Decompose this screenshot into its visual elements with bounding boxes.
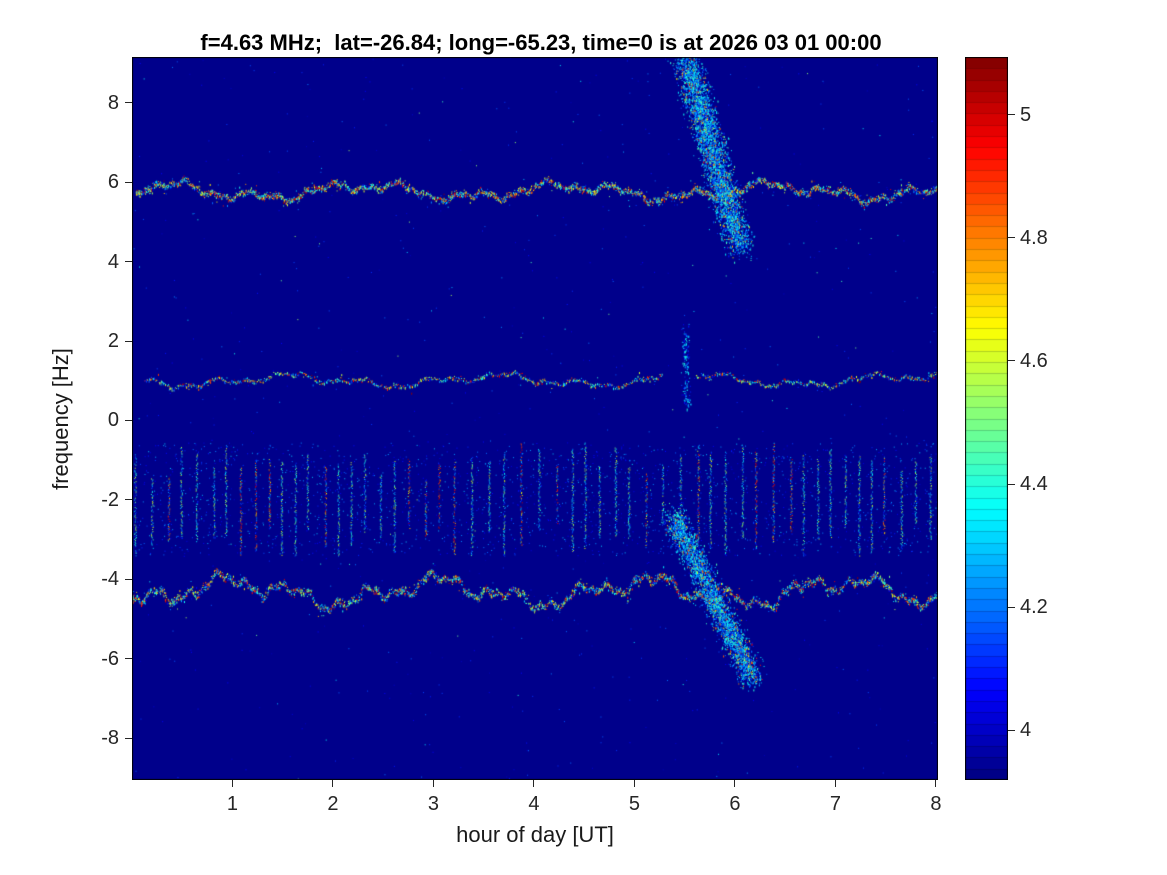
x-tick-mark bbox=[935, 780, 937, 787]
y-tick-label: -4 bbox=[101, 568, 119, 591]
colorbar-tick-mark bbox=[1008, 606, 1015, 608]
y-tick-label: 6 bbox=[107, 171, 119, 194]
chart-title: f=4.63 MHz; lat=-26.84; long=-65.23, tim… bbox=[200, 30, 882, 55]
x-axis-label: hour of day [UT] bbox=[456, 822, 614, 847]
y-tick-mark bbox=[125, 261, 132, 263]
x-tick-label: 6 bbox=[729, 793, 741, 815]
colorbar-tick-mark bbox=[1008, 114, 1015, 116]
x-tick-mark bbox=[432, 780, 434, 787]
colorbar-tick-mark bbox=[1008, 729, 1015, 731]
x-tick-mark bbox=[834, 780, 836, 787]
x-tick-mark bbox=[533, 780, 535, 787]
colorbar-tick-mark bbox=[1008, 483, 1015, 485]
colorbar-canvas bbox=[965, 57, 1008, 780]
x-tick-mark bbox=[231, 780, 233, 787]
y-tick-label: -8 bbox=[101, 727, 119, 750]
y-tick-label: 8 bbox=[107, 91, 119, 114]
colorbar-tick-label: 4.8 bbox=[1020, 226, 1048, 249]
x-tick-label: 2 bbox=[327, 793, 339, 815]
colorbar-tick-mark bbox=[1008, 237, 1015, 239]
y-tick-mark bbox=[125, 102, 132, 104]
x-tick-label: 8 bbox=[930, 793, 942, 815]
y-tick-label: -6 bbox=[101, 647, 119, 670]
y-tick-mark bbox=[125, 578, 132, 580]
y-tick-mark bbox=[125, 499, 132, 501]
colorbar-tick-mark bbox=[1008, 360, 1015, 362]
x-tick-mark bbox=[332, 780, 334, 787]
x-tick-mark bbox=[633, 780, 635, 787]
y-tick-label: 4 bbox=[107, 250, 119, 273]
colorbar-tick-label: 4.4 bbox=[1020, 473, 1048, 496]
y-tick-label: 2 bbox=[107, 330, 119, 353]
colorbar-tick-label: 4.6 bbox=[1020, 349, 1048, 372]
x-tick-label: 7 bbox=[829, 793, 842, 815]
x-tick-label: 1 bbox=[226, 793, 239, 815]
y-tick-mark bbox=[125, 181, 132, 183]
x-tick-label: 3 bbox=[427, 793, 440, 815]
colorbar-tick-label: 5 bbox=[1020, 103, 1032, 126]
y-tick-label: 0 bbox=[107, 409, 119, 432]
x-tick-label: 5 bbox=[628, 793, 641, 815]
colorbar-tick-label: 4.2 bbox=[1020, 596, 1048, 619]
y-tick-mark bbox=[125, 340, 132, 342]
y-tick-mark bbox=[125, 737, 132, 739]
plot-canvas bbox=[132, 57, 938, 780]
y-tick-mark bbox=[125, 658, 132, 660]
colorbar-tick-label: 4 bbox=[1020, 719, 1032, 742]
y-tick-label: -2 bbox=[101, 488, 119, 511]
x-tick-label: 4 bbox=[528, 793, 540, 815]
x-tick-mark bbox=[734, 780, 736, 787]
y-tick-mark bbox=[125, 419, 132, 421]
